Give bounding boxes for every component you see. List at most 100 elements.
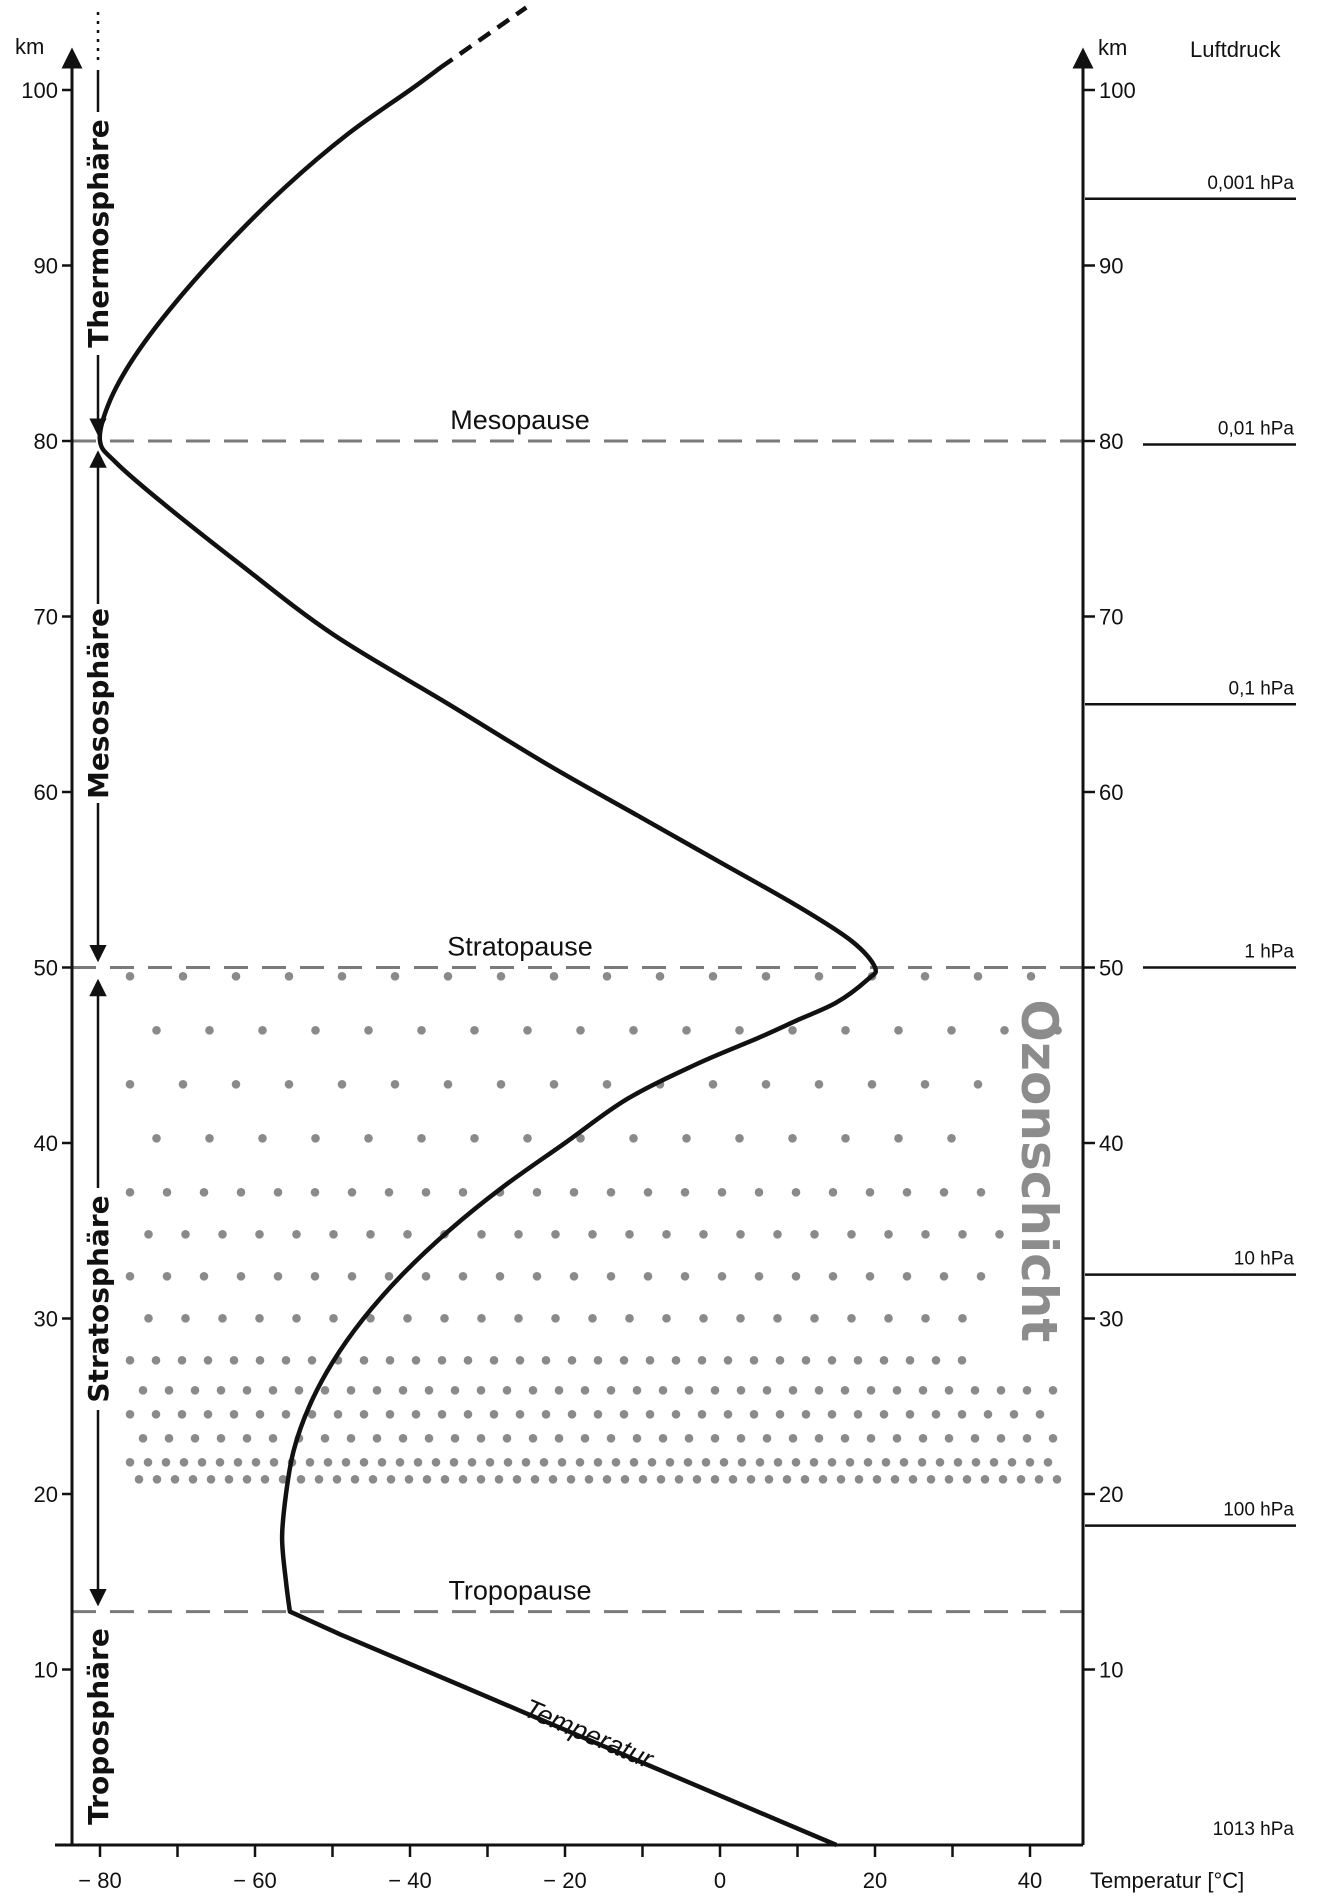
ozone-dot [1000,1026,1009,1035]
ozone-dot [818,1475,828,1484]
ozone-dot [958,1230,967,1239]
ozone-dot [390,972,400,981]
ozone-dot [840,1386,850,1395]
ozone-dot [788,1026,797,1035]
ozone-dot [515,1410,525,1419]
ozone-dot [643,1272,653,1281]
ozone-layer-label: Ozonschicht [1010,999,1068,1342]
ozone-dot [125,1080,135,1089]
ozone-dot [656,1475,666,1484]
ozone-dot [431,1458,441,1467]
ozone-dot [723,1356,733,1365]
ozone-dot [717,1272,727,1281]
ozone-dot [647,1458,657,1467]
right-y-axis-unit: km [1098,35,1127,60]
ozone-dot [268,1386,278,1395]
ozone-dot [470,1134,479,1143]
ozone-dot [281,1356,291,1365]
ozone-dot [773,1314,782,1323]
ozone-dot [828,1188,838,1197]
ozone-dot [236,1188,246,1197]
temperature-curve-label: Temperatur [520,1693,659,1775]
ozone-dot [307,1410,317,1419]
ozone-dot [980,1475,990,1484]
ozone-dot [773,1458,783,1467]
ozone-dot [894,1134,903,1143]
ozone-dot [514,1230,523,1239]
right-y-tick-label: 10 [1099,1658,1123,1683]
ozone-dot [645,1356,655,1365]
ozone-dot [749,1356,759,1365]
ozone-dot [292,1230,301,1239]
ozone-dot [224,1475,234,1484]
ozone-dot [905,1356,915,1365]
ozone-dot [421,1272,431,1281]
ozone-dot [311,1134,320,1143]
ozone-dot [680,1272,690,1281]
ozone-dot [749,1410,759,1419]
ozone-dot [692,1475,702,1484]
ozone-dot [422,1475,432,1484]
ozone-dot [1022,1434,1032,1443]
ozone-dot [138,1434,148,1443]
ozone-dot [754,1272,764,1281]
ozone-dot [894,1026,903,1035]
ozone-dot [970,1434,980,1443]
ozone-dot [1034,1475,1044,1484]
ozone-dot [736,1434,746,1443]
ozone-dot [710,1475,720,1484]
ozone-dot [629,1026,638,1035]
ozone-dot [602,972,612,981]
ozone-dot [625,1230,634,1239]
ozone-dot [502,1386,512,1395]
x-tick-label: − 60 [233,1868,276,1893]
ozone-dot [645,1410,655,1419]
x-tick-label: − 40 [388,1868,431,1893]
ozone-dot [190,1434,200,1443]
ozone-dot [284,972,294,981]
ozone-dot [450,1386,460,1395]
ozone-dot [523,1134,532,1143]
ozone-dot [199,1272,209,1281]
ozone-dot [231,972,241,981]
ozone-dot [424,1386,434,1395]
temperature-line-upper [97,64,879,1614]
ozone-dot [125,1458,135,1467]
ozone-dot [281,1410,291,1419]
ozone-dot [323,1458,333,1467]
ozone-dot [292,1314,301,1323]
layer-label-thermosphäre: Thermosphäre [82,119,115,348]
ozone-dot [791,1272,801,1281]
left-y-tick-label: 80 [34,429,58,454]
ozone-dot [161,1458,171,1467]
ozone-dot [346,1386,356,1395]
ozone-dot [437,1410,447,1419]
ozone-dot [602,1475,612,1484]
ozone-dot [403,1230,412,1239]
ozone-dot [567,1356,577,1365]
ozone-dot [458,1188,468,1197]
ozone-dot [947,1134,956,1143]
left-y-tick-label: 90 [34,254,58,279]
ozone-dot [539,1458,549,1467]
ozone-dot [417,1026,426,1035]
ozone-dot [496,1080,506,1089]
ozone-dot [569,1188,579,1197]
pressure-level-label: 100 hPa [1223,1500,1294,1521]
x-axis-label: Temperatur [°C] [1090,1868,1244,1893]
ozone-dot [125,1410,135,1419]
ozone-dot [998,1475,1008,1484]
ozone-dot [845,1458,855,1467]
ozone-dot [179,1458,189,1467]
ozone-dot [717,1188,727,1197]
ozone-dot [215,1458,225,1467]
ozone-dot [294,1386,304,1395]
ozone-dot [939,1272,949,1281]
ozone-dot [151,1356,161,1365]
ozone-dot [205,1134,214,1143]
ozone-dot [996,1386,1006,1395]
ozone-dot [762,1434,772,1443]
ozone-dot [658,1386,668,1395]
ozone-dot [841,1026,850,1035]
ozone-dot [320,1434,330,1443]
